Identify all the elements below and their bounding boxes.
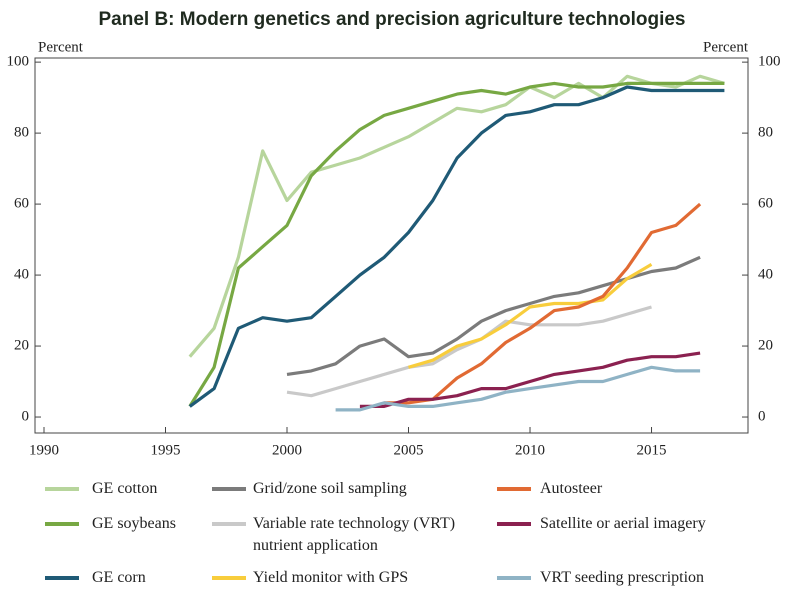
- legend-swatch: [45, 522, 79, 526]
- chart-title: Panel B: Modern genetics and precision a…: [98, 9, 685, 30]
- x-tick-label: 1990: [29, 442, 59, 458]
- y-tick-label: 0: [22, 408, 30, 424]
- y2-tick-label: 20: [758, 337, 773, 353]
- legend-swatch: [45, 576, 79, 580]
- x-tick-label: 1995: [150, 442, 180, 458]
- chart: Panel B: Modern genetics and precision a…: [7, 9, 781, 458]
- legend-label: Yield monitor with GPS: [253, 569, 409, 586]
- x-tick-label: 2000: [272, 442, 302, 458]
- legend-label: VRT seeding prescription: [540, 569, 705, 586]
- series-line: [286, 255, 701, 376]
- legend-label: Grid/zone soil sampling: [253, 480, 407, 497]
- y2-tick-label: 0: [758, 408, 766, 424]
- legend-label: GE corn: [92, 569, 146, 586]
- legend-label: GE soybeans: [92, 515, 176, 532]
- y2-tick-label: 60: [758, 196, 773, 212]
- series-line: [188, 85, 725, 408]
- plot-frame: [34, 57, 749, 434]
- y-axis-label: Percent: [38, 39, 84, 55]
- y2-tick-label: 80: [758, 125, 773, 141]
- y2-axis-label: Percent: [703, 39, 749, 55]
- y-tick-label: 40: [14, 267, 29, 283]
- series-line: [188, 81, 725, 408]
- legend-swatch: [497, 487, 531, 491]
- series-line: [359, 351, 701, 408]
- series-line: [335, 365, 701, 412]
- y-tick-label: 60: [14, 196, 29, 212]
- series-line: [188, 74, 725, 358]
- x-tick-label: 2015: [637, 442, 667, 458]
- legend-swatch: [212, 576, 246, 580]
- legend-label: Variable rate technology (VRT) nutrient …: [253, 515, 456, 554]
- legend-label: Autosteer: [540, 480, 603, 497]
- x-tick-label: 2005: [394, 442, 424, 458]
- legend-swatch: [212, 487, 246, 491]
- series-line: [286, 305, 652, 398]
- y-tick-label: 100: [7, 54, 30, 70]
- y2-tick-label: 100: [758, 54, 781, 70]
- legend-swatch: [45, 487, 79, 491]
- legend-swatch: [212, 522, 246, 526]
- x-tick-label: 2010: [515, 442, 545, 458]
- legend-label: Satellite or aerial imagery: [540, 515, 706, 532]
- y2-tick-label: 40: [758, 267, 773, 283]
- legend-label: GE cotton: [92, 480, 158, 497]
- series-line: [384, 202, 702, 405]
- y-tick-label: 80: [14, 125, 29, 141]
- series-line: [408, 263, 653, 369]
- legend-swatch: [497, 576, 531, 580]
- y-tick-label: 20: [14, 337, 29, 353]
- legend-swatch: [497, 522, 531, 526]
